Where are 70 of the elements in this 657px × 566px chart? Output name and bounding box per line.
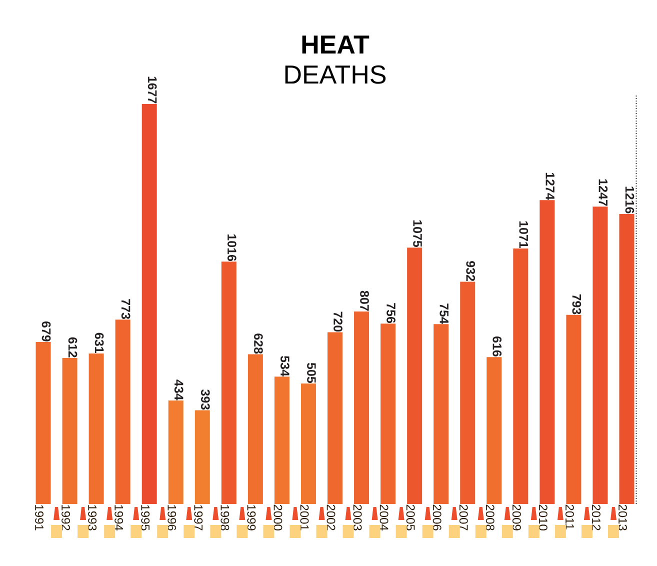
bar [115, 320, 130, 504]
x-tick-label: 1993 [88, 505, 97, 530]
bar [540, 200, 555, 504]
data-label: 720 [334, 312, 342, 332]
bar [142, 104, 157, 504]
bar [592, 206, 608, 504]
x-tick-label: 2013 [618, 504, 627, 530]
x-tick-label: 1992 [62, 505, 70, 530]
x-tick-label: 1998 [220, 505, 230, 530]
data-label: 1071 [519, 221, 528, 248]
data-label: 1075 [413, 220, 422, 248]
x-tick-label: 2002 [326, 504, 336, 530]
x-tick-label: 2012 [592, 504, 600, 530]
x-tick-label: 2001 [300, 504, 309, 530]
x-tick-label: 1995 [141, 505, 150, 530]
x-tick-label: 1996 [168, 505, 176, 530]
data-label: 616 [492, 336, 502, 356]
x-tick-label: 2011 [565, 504, 574, 530]
x-tick-label: 2006 [432, 504, 442, 530]
data-label: 754 [440, 304, 448, 324]
bar [354, 312, 370, 504]
data-label: 434 [174, 380, 184, 400]
data-label: 1016 [227, 234, 236, 261]
bar [248, 354, 263, 504]
data-label: 773 [121, 299, 130, 319]
bar [274, 376, 290, 504]
x-tick-label: 2005 [406, 504, 415, 530]
x-tick-label: 2007 [459, 504, 468, 530]
x-tick-label: 1994 [114, 505, 124, 531]
x-tick-label: 1999 [247, 505, 256, 530]
bar [460, 282, 476, 504]
bar [168, 400, 184, 504]
data-label: 534 [280, 356, 290, 376]
x-tick-label: 1991 [35, 505, 44, 530]
bar [194, 410, 210, 504]
data-label: 612 [68, 337, 78, 358]
bar [88, 353, 104, 504]
x-tick-label: 2010 [538, 504, 548, 530]
x-tick-label: 2003 [353, 504, 362, 530]
x-tick-label: 2000 [274, 504, 282, 530]
data-label: 631 [94, 332, 104, 353]
bar [221, 262, 236, 504]
data-label: 628 [254, 334, 263, 354]
data-label: 505 [307, 362, 316, 383]
x-tick-label: 2008 [486, 504, 494, 530]
bar [434, 324, 449, 504]
data-label: 1247 [598, 179, 608, 206]
data-label: 807 [360, 290, 369, 311]
bar [619, 214, 634, 504]
bar [328, 332, 342, 504]
bar [380, 324, 396, 504]
bar [36, 342, 51, 504]
x-tick-label: 2004 [380, 504, 388, 531]
bar [486, 357, 502, 504]
data-label: 756 [386, 303, 396, 324]
data-label: 1216 [625, 186, 634, 214]
x-tick-label: 1997 [194, 505, 203, 530]
bar [62, 358, 78, 504]
data-label: 393 [200, 389, 210, 410]
data-label: 679 [42, 321, 51, 342]
chart-title: HEAT DEATHS [285, 36, 386, 84]
bar [407, 248, 422, 504]
data-label: 1677 [148, 76, 157, 104]
bar [300, 384, 316, 504]
data-label: 1274 [546, 172, 555, 200]
data-label: 932 [466, 261, 476, 281]
data-label: 793 [572, 294, 582, 314]
bar [566, 314, 582, 504]
bar [513, 248, 528, 504]
x-tick-label: 2009 [512, 504, 521, 530]
